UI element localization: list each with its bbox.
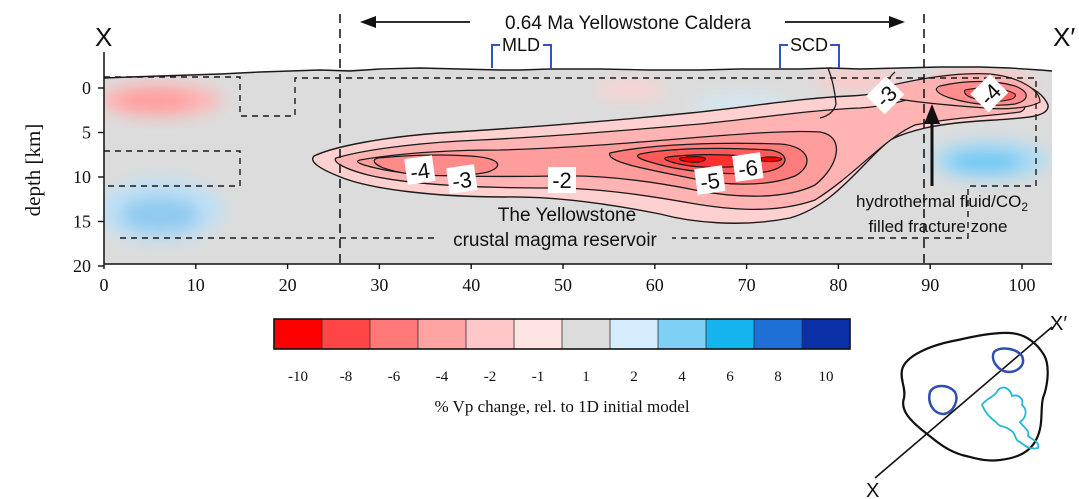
colorbar-tick-label: -4 xyxy=(436,369,449,385)
y-axis-ticks: 0 5 10 15 20 xyxy=(73,78,104,276)
x-tick-label: 70 xyxy=(738,275,756,295)
x-tick-label: 40 xyxy=(462,275,480,295)
x-tick-label: 20 xyxy=(279,275,297,295)
y-tick-label: 0 xyxy=(82,78,91,98)
mld-bracket: MLD xyxy=(491,35,552,68)
colorbar-segment xyxy=(802,319,851,349)
contour-value-labels: -3 -4 -4 -3 -2 -5 -6 xyxy=(404,74,1009,195)
colorbar-segment xyxy=(514,319,563,349)
colorbar-tick-label: -6 xyxy=(388,369,401,385)
inset-caldera-outline xyxy=(900,331,1049,462)
svg-text:hydrothermal fluid/CO2: hydrothermal fluid/CO2 xyxy=(856,192,1028,214)
x-tick-label: 30 xyxy=(370,275,388,295)
colorbar-tick-label: 10 xyxy=(819,369,834,385)
x-tick-label: 60 xyxy=(646,275,664,295)
colorbar-segment xyxy=(418,319,467,349)
mld-label: MLD xyxy=(502,35,540,55)
reservoir-label-line2: crustal magma reservoir xyxy=(453,230,657,251)
y-tick-label: 10 xyxy=(73,167,91,187)
reservoir-label-line1: The Yellowstone xyxy=(498,205,636,226)
colorbar: -10 -8 -6 -4 -2 -1 1 2 4 6 8 10 xyxy=(273,318,851,385)
topography-line xyxy=(103,66,1053,79)
colorbar-tick-label: -2 xyxy=(484,369,497,385)
y-tick-label: 5 xyxy=(82,123,91,143)
fluid-label-subscript: 2 xyxy=(1021,200,1028,214)
colorbar-segment xyxy=(466,319,515,349)
dashed-boxes xyxy=(104,76,1037,239)
colorbar-segment xyxy=(370,319,419,349)
inset-mld-outline xyxy=(928,384,958,416)
colorbar-tick-label: -10 xyxy=(288,369,308,385)
scd-label: SCD xyxy=(790,35,828,55)
colorbar-segment xyxy=(610,319,659,349)
x-tick-label: 50 xyxy=(554,275,572,295)
section-end-label: X′ xyxy=(1053,22,1075,52)
inset-map: X′ X xyxy=(866,313,1067,499)
x-tick-label: 100 xyxy=(1009,275,1036,295)
inset-end-label: X′ xyxy=(1050,313,1067,335)
colorbar-tick-label: 4 xyxy=(678,369,686,385)
fluid-label-line2: filled fracture zone xyxy=(869,217,1008,236)
colorbar-segment xyxy=(754,319,803,349)
colorbar-segment xyxy=(274,319,323,349)
colorbar-segment xyxy=(658,319,707,349)
colorbar-tick-label: 1 xyxy=(582,369,590,385)
colorbar-tick-label: -8 xyxy=(340,369,353,385)
inset-profile-line xyxy=(874,326,1053,479)
fluid-annotation: hydrothermal fluid/CO2 filled fracture z… xyxy=(856,104,1028,236)
fluid-label-line1: hydrothermal fluid/CO xyxy=(856,192,1021,211)
x-tick-label: 80 xyxy=(829,275,847,295)
contour-label-east-6: -6 xyxy=(737,155,760,182)
contour-label-west-4: -4 xyxy=(409,158,432,185)
contour-9 xyxy=(759,156,783,163)
reservoir-annotation: The Yellowstone crustal magma reservoir xyxy=(438,205,672,251)
colorbar-tick-label: -1 xyxy=(532,369,545,385)
caldera-annotation: 0.64 Ma Yellowstone Caldera xyxy=(360,13,905,34)
inset-lake-outline xyxy=(980,386,1040,450)
inset-start-label: X xyxy=(866,480,879,499)
colorbar-frame xyxy=(273,318,851,350)
inset-scd-outline xyxy=(991,347,1025,374)
colorbar-segment xyxy=(706,319,755,349)
colorbar-tick-label: 8 xyxy=(774,369,782,385)
contour-8 xyxy=(679,156,706,163)
colorbar-segment xyxy=(322,319,371,349)
scd-bracket: SCD xyxy=(779,35,840,68)
contour-label-central-2: -2 xyxy=(552,168,572,193)
caldera-boundaries xyxy=(339,14,925,264)
x-tick-label: 10 xyxy=(187,275,205,295)
colorbar-segment xyxy=(562,319,611,349)
x-axis-ticks: 0 10 20 30 40 50 60 70 80 90 100 xyxy=(100,264,1036,295)
section-start-label: X xyxy=(95,22,112,52)
colorbar-tick-label: 6 xyxy=(726,369,734,385)
caldera-label: 0.64 Ma Yellowstone Caldera xyxy=(505,13,752,34)
y-tick-label: 15 xyxy=(73,212,91,232)
contour-label-east-5: -5 xyxy=(699,168,722,195)
colorbar-label: % Vp change, rel. to 1D initial model xyxy=(434,397,689,416)
contour-label-west-3: -3 xyxy=(451,167,474,194)
depth-axis-label: depth [km] xyxy=(21,124,45,217)
colorbar-tick-label: 2 xyxy=(630,369,638,385)
y-tick-label: 20 xyxy=(73,256,91,276)
x-tick-label: 90 xyxy=(921,275,939,295)
x-tick-label: 0 xyxy=(100,275,109,295)
